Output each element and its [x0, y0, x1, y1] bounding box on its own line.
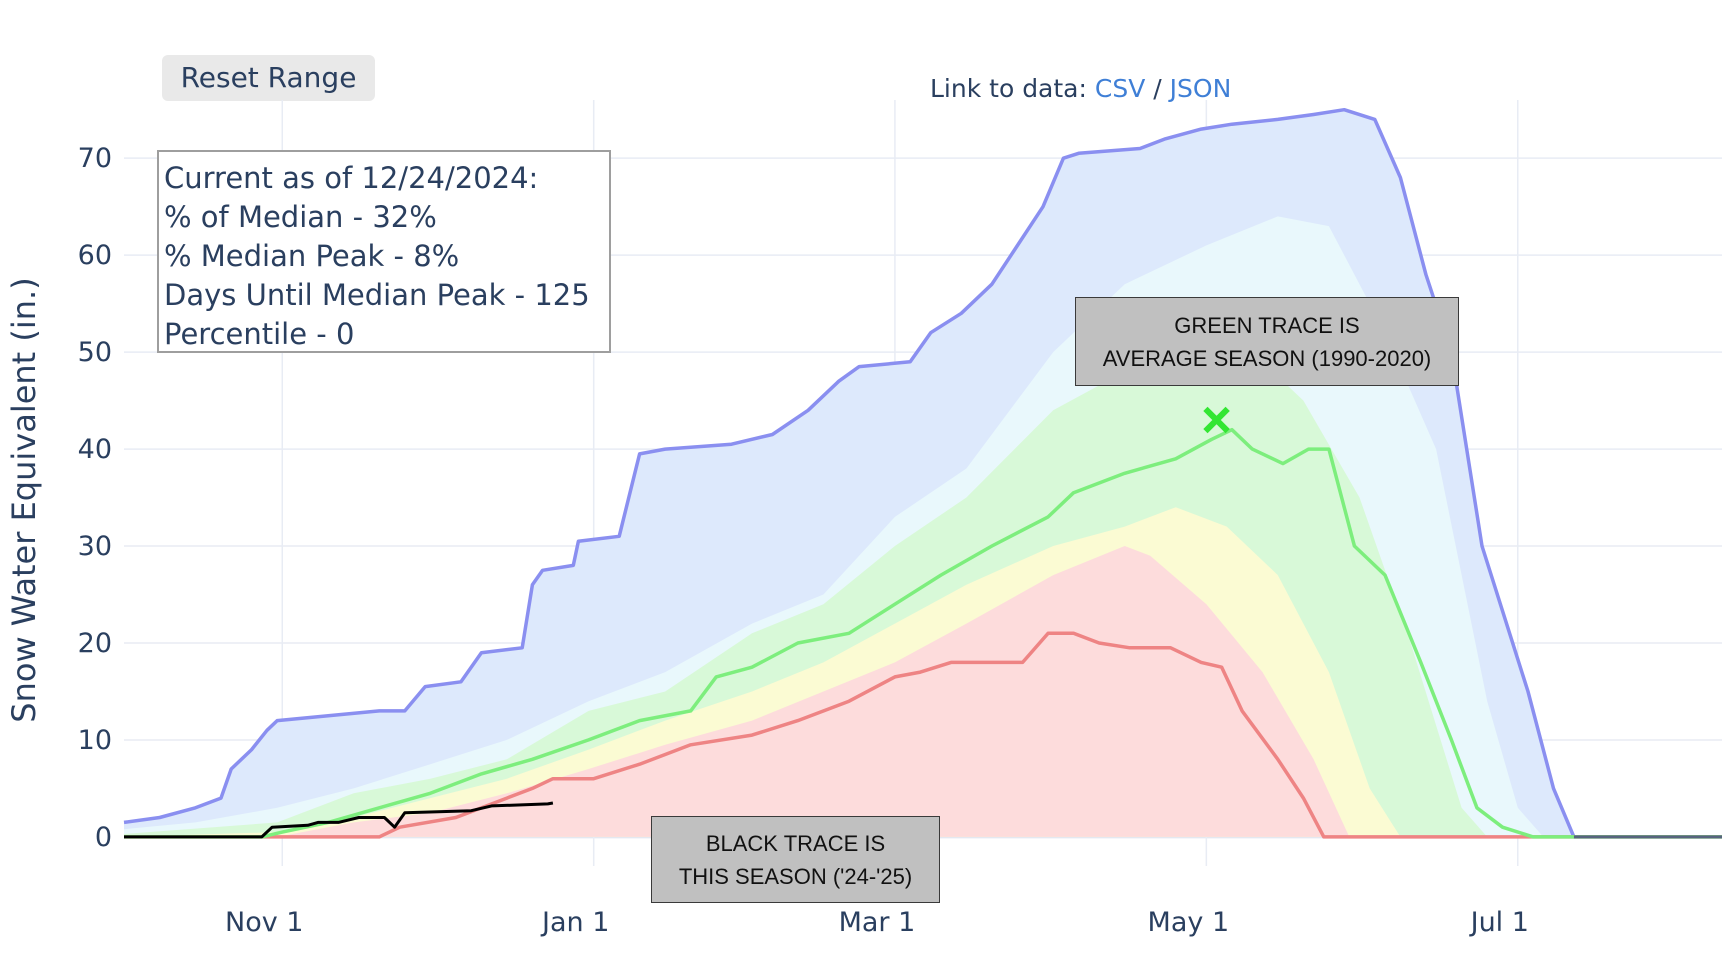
y-tick-label: 50: [78, 337, 112, 368]
y-tick-label: 70: [78, 143, 112, 174]
x-tick-label: Nov 1: [225, 907, 303, 938]
json-link[interactable]: JSON: [1169, 74, 1232, 103]
y-tick-labels: 0 10 20 30 40 50 60 70: [78, 143, 112, 853]
black-trace-annotation: BLACK TRACE IS THIS SEASON ('24-'25): [651, 816, 940, 903]
x-tick-label: May 1: [1148, 907, 1230, 938]
data-link-prefix: Link to data:: [930, 74, 1087, 103]
stats-days-until-peak: Days Until Median Peak - 125: [164, 278, 590, 312]
green-trace-annotation: GREEN TRACE IS AVERAGE SEASON (1990-2020…: [1075, 297, 1459, 386]
x-tick-label: Jul 1: [1469, 907, 1529, 938]
green-annotation-line-2: AVERAGE SEASON (1990-2020): [1102, 345, 1432, 371]
band-p30: [124, 546, 1722, 837]
line-current: [124, 801, 554, 839]
line-median: [124, 427, 1722, 839]
green-annotation-line-1: GREEN TRACE IS: [1174, 312, 1360, 338]
median-peak-marker: [1203, 406, 1230, 434]
x-tick-labels: Nov 1 Jan 1 Mar 1 May 1 Jul 1: [225, 907, 1529, 938]
black-annotation-line-1: BLACK TRACE IS: [705, 830, 886, 856]
trace-lines: [123, 107, 1722, 839]
y-tick-label: 0: [95, 822, 112, 853]
stats-current-as-of: Current as of 12/24/2024:: [164, 161, 539, 195]
y-axis-title: Snow Water Equivalent (in.): [5, 277, 43, 722]
stats-percent-median-peak: % Median Peak - 8%: [164, 239, 460, 273]
stats-percentile: Percentile - 0: [164, 317, 355, 351]
y-tick-label: 20: [78, 628, 112, 659]
black-annotation-line-2: THIS SEASON ('24-'25): [678, 863, 913, 889]
stats-percent-of-median: % of Median - 32%: [164, 200, 437, 234]
y-tick-label: 10: [78, 725, 112, 756]
reset-range-button[interactable]: Reset Range: [162, 55, 375, 101]
y-tick-label: 40: [78, 434, 112, 465]
line-max: [123, 107, 1722, 839]
current-stats-box: Current as of 12/24/2024: % of Median - …: [157, 150, 611, 353]
x-tick-label: Mar 1: [839, 907, 916, 938]
y-tick-label: 30: [78, 531, 112, 562]
x-tick-label: Jan 1: [540, 907, 609, 938]
line-min: [124, 631, 1722, 839]
y-tick-label: 60: [78, 240, 112, 271]
data-link-row: Link to data: CSV / JSON: [930, 74, 1231, 103]
csv-link[interactable]: CSV: [1094, 74, 1146, 103]
data-link-separator: /: [1153, 74, 1162, 103]
